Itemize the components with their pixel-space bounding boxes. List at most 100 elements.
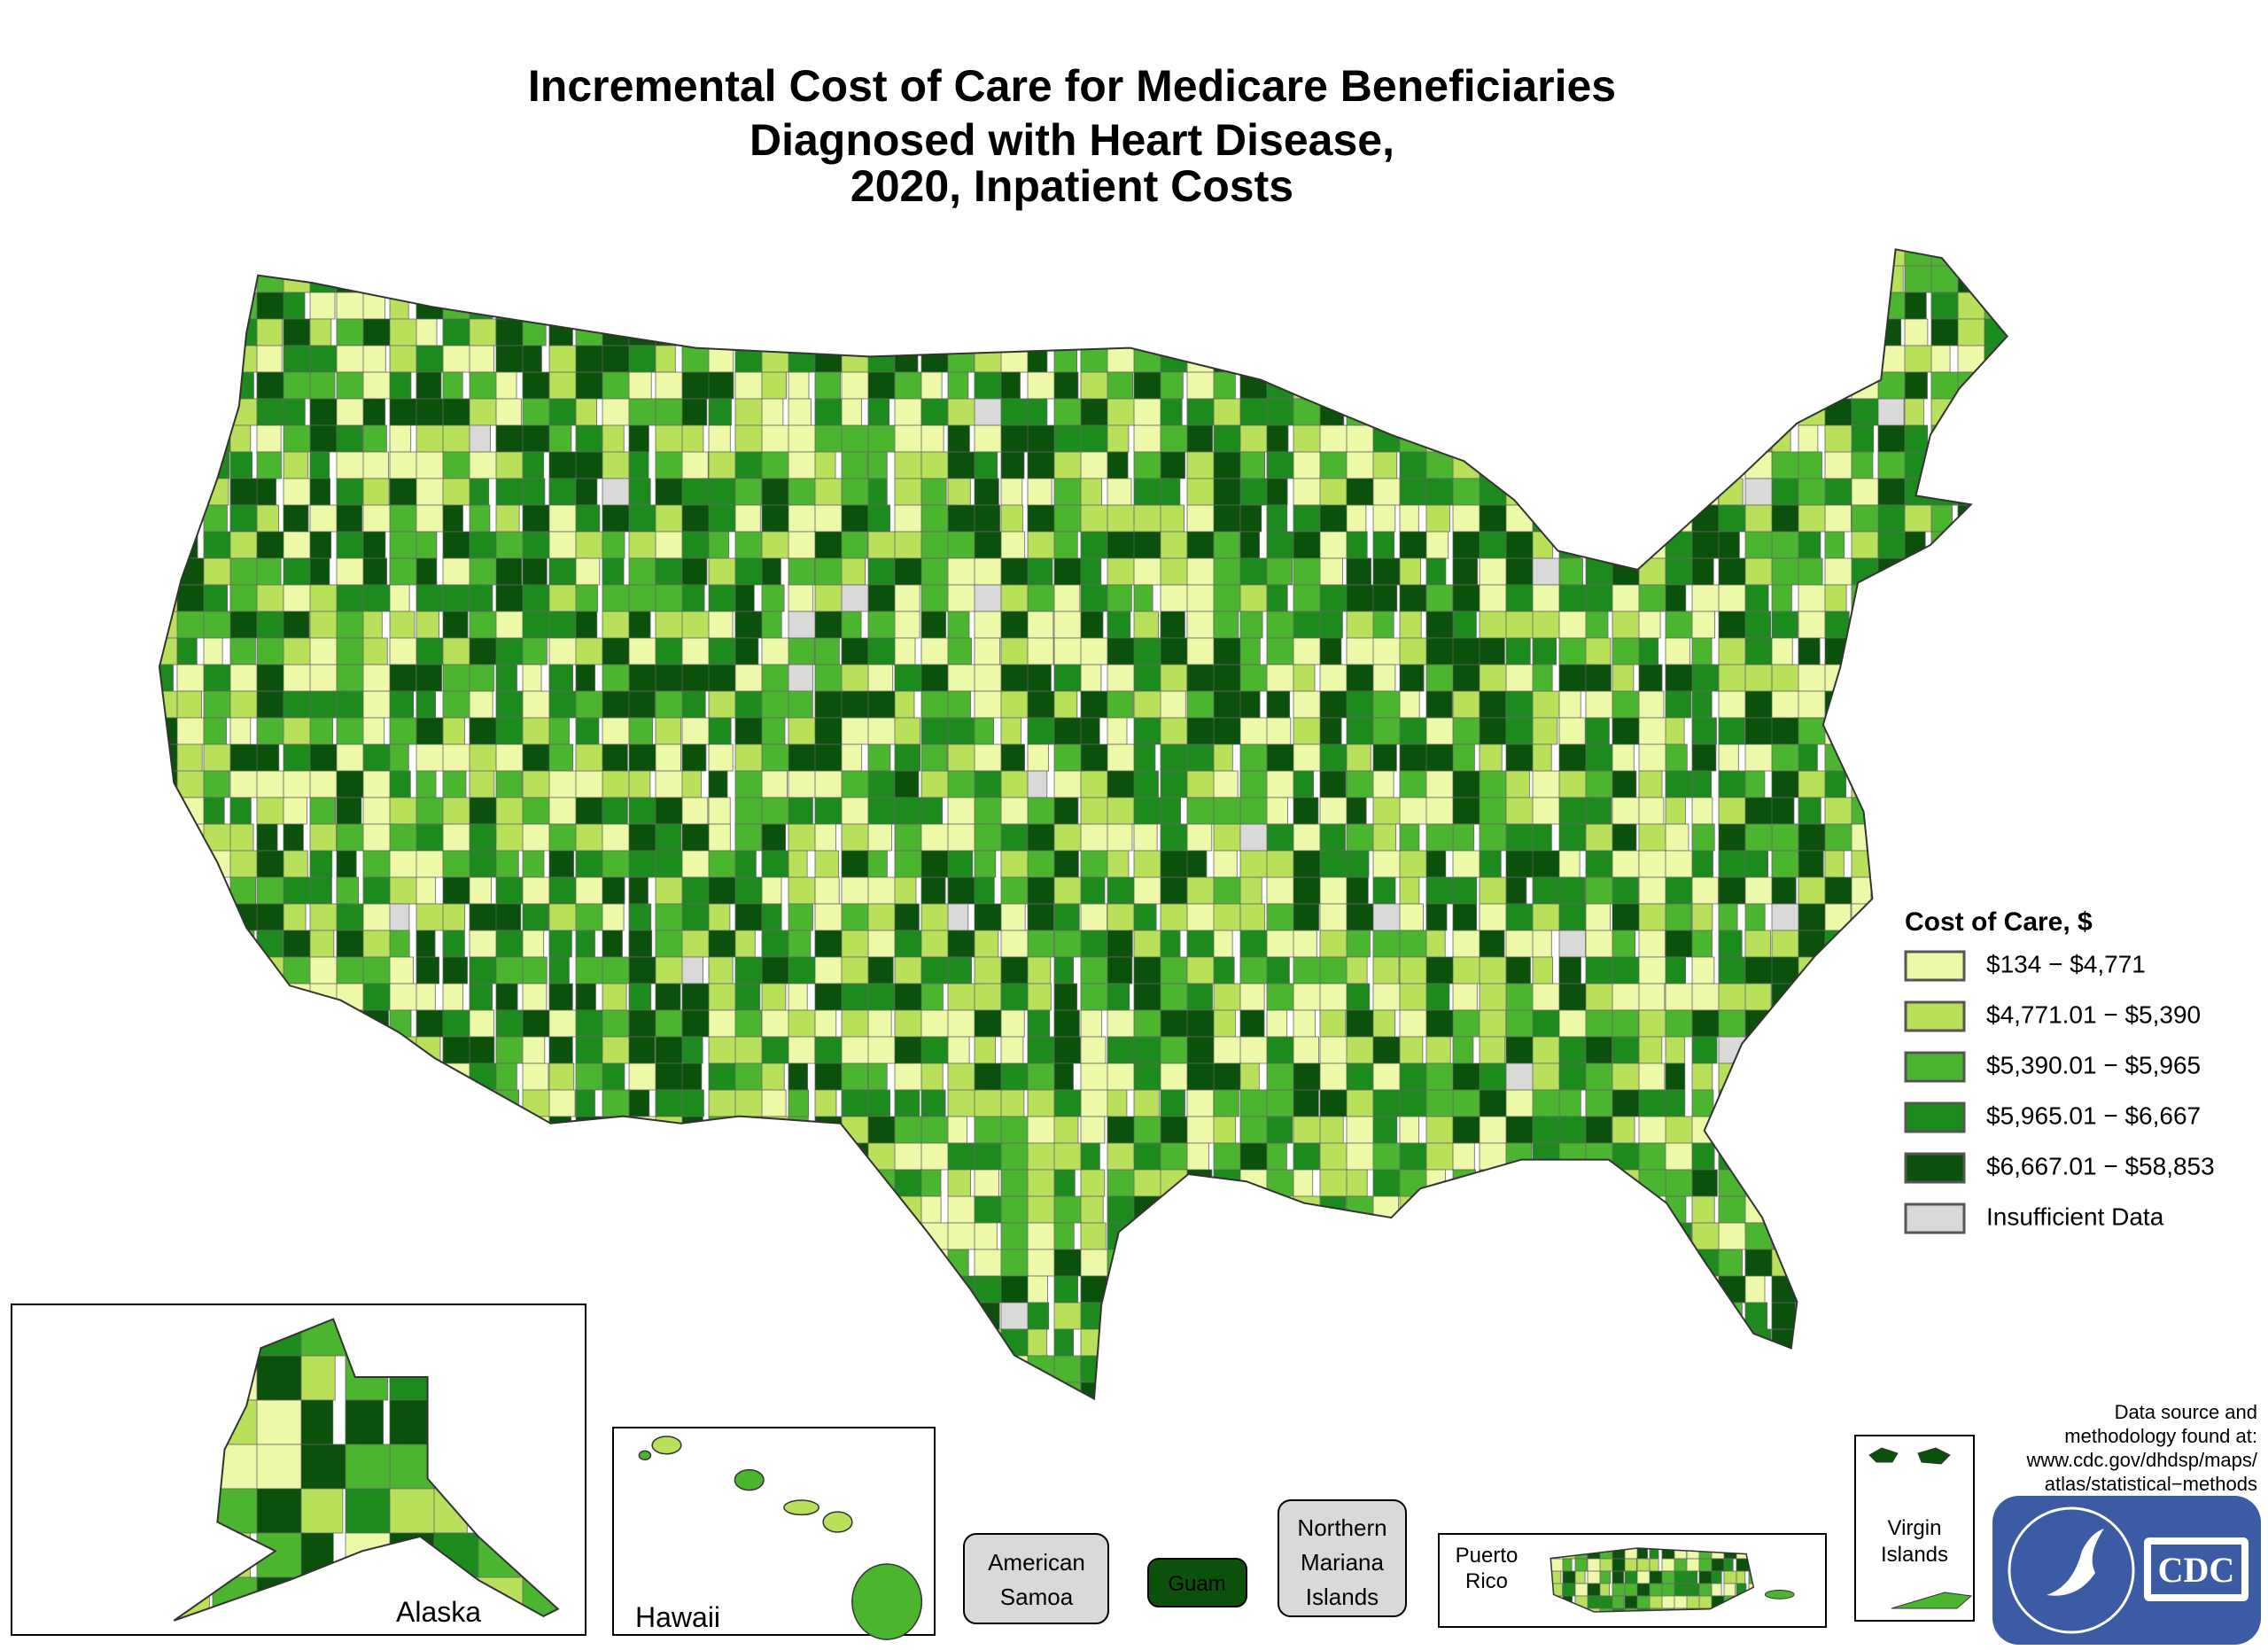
county	[1877, 956, 1899, 985]
county	[1798, 930, 1828, 958]
county	[867, 1302, 892, 1330]
county	[1638, 1275, 1658, 1304]
county	[734, 1222, 764, 1250]
county	[628, 1249, 664, 1277]
county	[203, 876, 224, 905]
county	[1080, 265, 1117, 293]
county	[681, 1249, 722, 1277]
county	[1133, 611, 1160, 639]
county	[1744, 1009, 1770, 1038]
county	[602, 1195, 628, 1224]
county	[974, 717, 995, 745]
county	[1665, 637, 1690, 665]
county	[1452, 1036, 1474, 1064]
county	[469, 1036, 495, 1064]
county	[1930, 690, 1959, 719]
county	[159, 398, 175, 426]
county	[442, 770, 467, 798]
county	[1053, 292, 1091, 320]
county	[628, 249, 656, 267]
county	[1239, 797, 1270, 825]
county	[867, 1275, 899, 1304]
county	[1877, 983, 1899, 1011]
county	[628, 1222, 658, 1250]
county	[788, 1381, 819, 1399]
county	[1479, 531, 1511, 559]
county	[920, 743, 948, 772]
county	[974, 1036, 997, 1064]
county	[1824, 292, 1863, 320]
county	[1904, 371, 1928, 400]
county	[159, 1116, 187, 1144]
county	[283, 1302, 304, 1330]
county	[708, 1169, 729, 1197]
county	[1930, 1381, 1954, 1399]
county	[1851, 637, 1874, 665]
county	[416, 1275, 440, 1304]
county	[522, 690, 551, 719]
county	[894, 451, 923, 479]
county	[708, 371, 734, 400]
county	[1771, 371, 1796, 400]
county	[1930, 717, 1960, 745]
county	[1239, 478, 1270, 506]
county	[894, 903, 920, 931]
county	[1479, 903, 1510, 931]
county	[389, 637, 421, 665]
county	[1133, 637, 1164, 665]
county	[1399, 1355, 1419, 1383]
county	[920, 557, 953, 586]
county	[1372, 876, 1396, 905]
county	[814, 1222, 847, 1250]
county	[548, 1381, 572, 1399]
county	[1691, 1328, 1714, 1357]
county	[920, 664, 951, 692]
county	[1612, 531, 1639, 559]
county	[495, 292, 525, 320]
county	[1532, 345, 1570, 373]
county	[1824, 850, 1845, 878]
county	[1239, 504, 1262, 533]
county	[1771, 249, 1809, 267]
county	[974, 1302, 1000, 1330]
county	[1638, 371, 1676, 400]
county	[522, 1302, 548, 1330]
county	[602, 1249, 642, 1277]
county	[1824, 1089, 1853, 1117]
county	[1425, 1275, 1449, 1304]
county	[814, 637, 840, 665]
county	[159, 956, 175, 985]
county	[1824, 1302, 1863, 1330]
county	[1612, 1036, 1642, 1064]
county	[1612, 664, 1635, 692]
county	[1080, 876, 1106, 905]
county	[309, 1169, 331, 1197]
county	[1877, 611, 1915, 639]
county	[1744, 345, 1776, 373]
county	[1691, 451, 1729, 479]
county	[256, 557, 282, 586]
county	[1346, 584, 1377, 612]
county	[1160, 1142, 1189, 1171]
county	[176, 1222, 203, 1250]
county	[1638, 478, 1666, 506]
county	[1213, 850, 1238, 878]
county	[283, 611, 310, 639]
county	[1239, 451, 1266, 479]
county	[1107, 371, 1134, 400]
county	[1665, 1036, 1686, 1064]
county	[1691, 611, 1715, 639]
county	[1186, 1355, 1222, 1383]
county	[176, 1169, 207, 1197]
county	[1824, 371, 1845, 400]
county	[1744, 1328, 1772, 1357]
county	[1479, 637, 1505, 665]
county	[575, 265, 600, 293]
county	[442, 930, 465, 958]
county	[522, 797, 554, 825]
county	[1691, 956, 1715, 985]
county	[974, 983, 1002, 1011]
county	[159, 1249, 182, 1277]
county	[1372, 823, 1397, 852]
county	[1585, 292, 1609, 320]
